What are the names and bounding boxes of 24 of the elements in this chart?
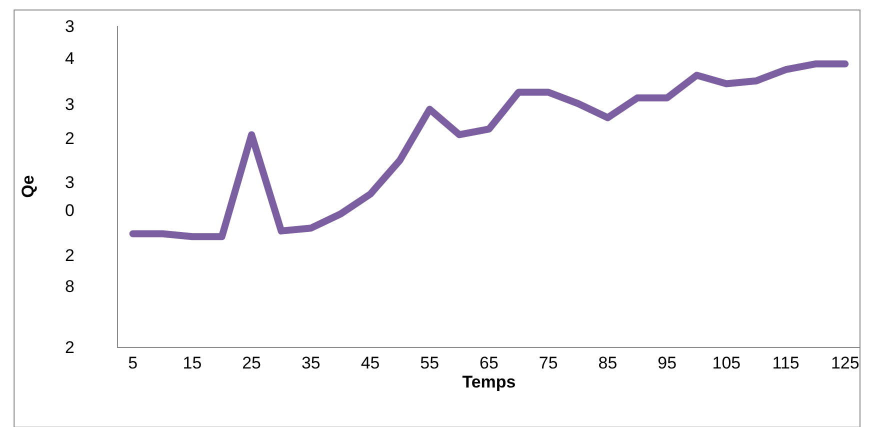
text: 2	[65, 246, 74, 265]
x-tick-label: 35	[301, 353, 320, 372]
x-tick-label: 125	[830, 353, 860, 372]
x-tick-label: 105	[712, 353, 741, 372]
text: 8	[65, 277, 74, 296]
text: 2	[65, 338, 74, 357]
x-tick-label: 95	[658, 353, 677, 372]
x-tick-label: 45	[360, 353, 380, 372]
x-tick-label: 15	[182, 353, 202, 372]
x-tick-label: 25	[242, 353, 262, 372]
text: 3	[65, 95, 74, 114]
y-axis-title: Qe	[18, 175, 38, 198]
text: 2	[65, 129, 74, 148]
text: 4	[65, 49, 74, 68]
x-tick-label: 115	[772, 353, 800, 372]
x-axis-title: Temps	[462, 372, 516, 392]
x-tick-label: 75	[538, 353, 558, 372]
text: 0	[65, 201, 74, 220]
x-tick-label: 85	[598, 353, 618, 372]
text: 3	[65, 17, 74, 36]
x-tick-label: 5	[128, 353, 138, 372]
x-tick-label: 65	[480, 353, 498, 372]
text: 3	[65, 173, 74, 192]
x-tick-label: 55	[420, 353, 440, 372]
